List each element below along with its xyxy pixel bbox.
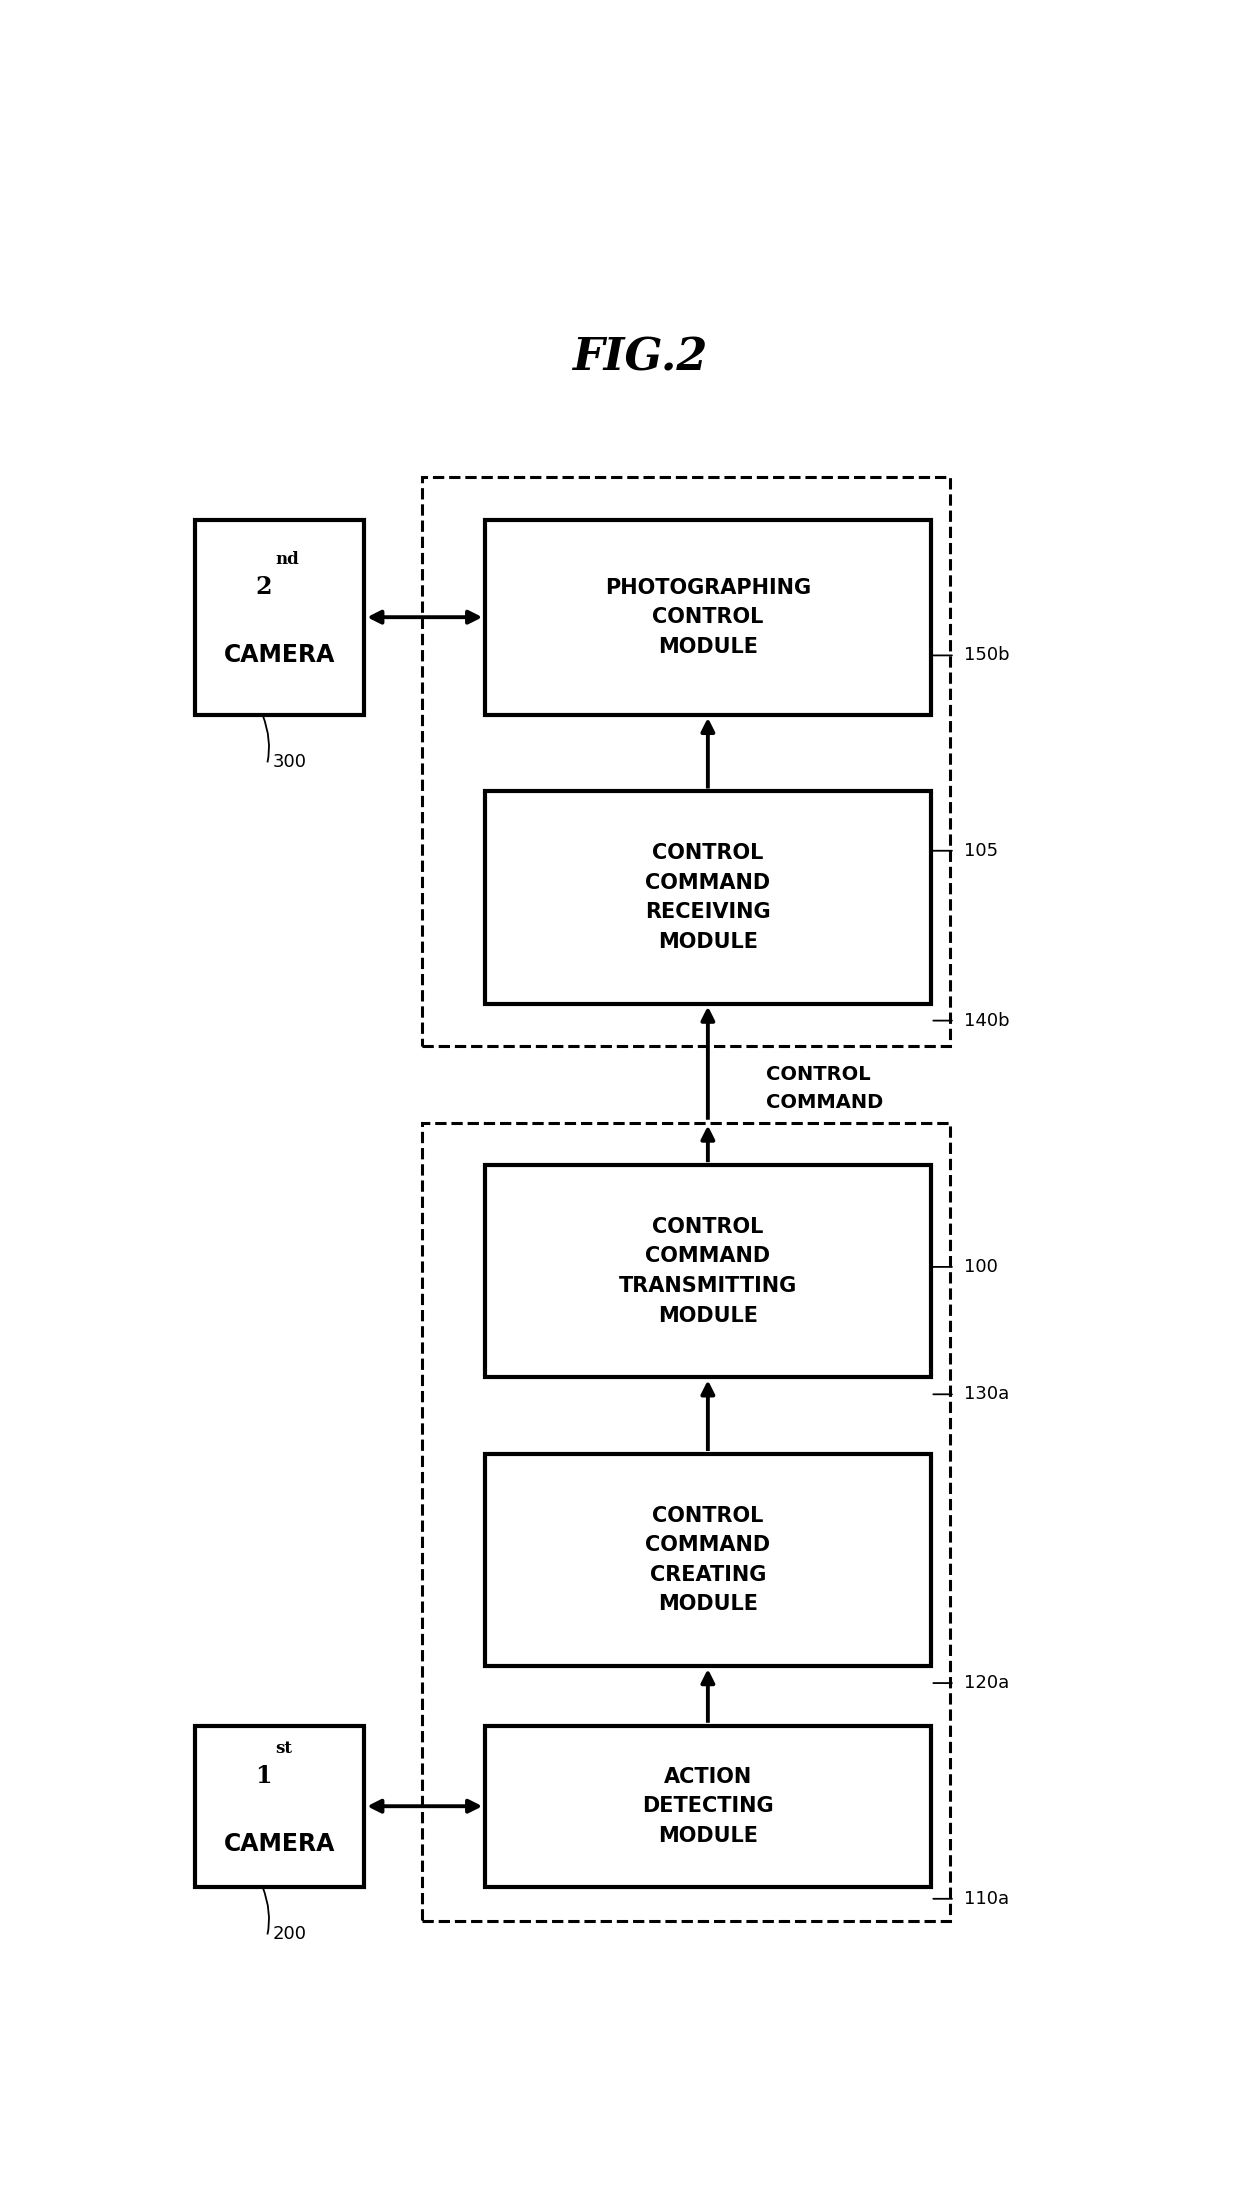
- Text: 100: 100: [964, 1257, 998, 1275]
- Text: 120a: 120a: [964, 1674, 1009, 1692]
- Text: nd: nd: [276, 552, 300, 567]
- Text: CONTROL
COMMAND
CREATING
MODULE: CONTROL COMMAND CREATING MODULE: [646, 1504, 771, 1615]
- Text: CONTROL
COMMAND
RECEIVING
MODULE: CONTROL COMMAND RECEIVING MODULE: [644, 843, 771, 951]
- Text: 150b: 150b: [964, 646, 1010, 664]
- Bar: [486, 518, 931, 715]
- Bar: [486, 792, 931, 1004]
- Bar: [486, 1454, 931, 1666]
- Text: CONTROL
COMMAND
TRANSMITTING
MODULE: CONTROL COMMAND TRANSMITTING MODULE: [618, 1218, 797, 1326]
- Bar: [195, 1725, 365, 1886]
- Text: FIG.2: FIG.2: [572, 338, 708, 379]
- Bar: [486, 1725, 931, 1886]
- Bar: [486, 1165, 931, 1377]
- Text: 140b: 140b: [964, 1013, 1010, 1030]
- Text: CAMERA: CAMERA: [224, 642, 335, 666]
- Text: CAMERA: CAMERA: [224, 1831, 335, 1855]
- Text: 200: 200: [272, 1926, 306, 1943]
- Text: ACTION
DETECTING
MODULE: ACTION DETECTING MODULE: [642, 1767, 773, 1846]
- Text: st: st: [276, 1741, 292, 1756]
- Text: 1: 1: [255, 1763, 272, 1787]
- Text: 300: 300: [272, 754, 306, 772]
- Text: 130a: 130a: [964, 1385, 1009, 1403]
- Text: CONTROL
COMMAND: CONTROL COMMAND: [766, 1065, 883, 1112]
- Text: 110a: 110a: [964, 1891, 1009, 1908]
- Text: 2: 2: [255, 574, 272, 598]
- Text: 105: 105: [964, 843, 998, 860]
- Bar: [422, 1123, 950, 1921]
- Bar: [422, 476, 950, 1046]
- Text: PHOTOGRAPHING
CONTROL
MODULE: PHOTOGRAPHING CONTROL MODULE: [605, 578, 811, 657]
- Bar: [195, 518, 365, 715]
